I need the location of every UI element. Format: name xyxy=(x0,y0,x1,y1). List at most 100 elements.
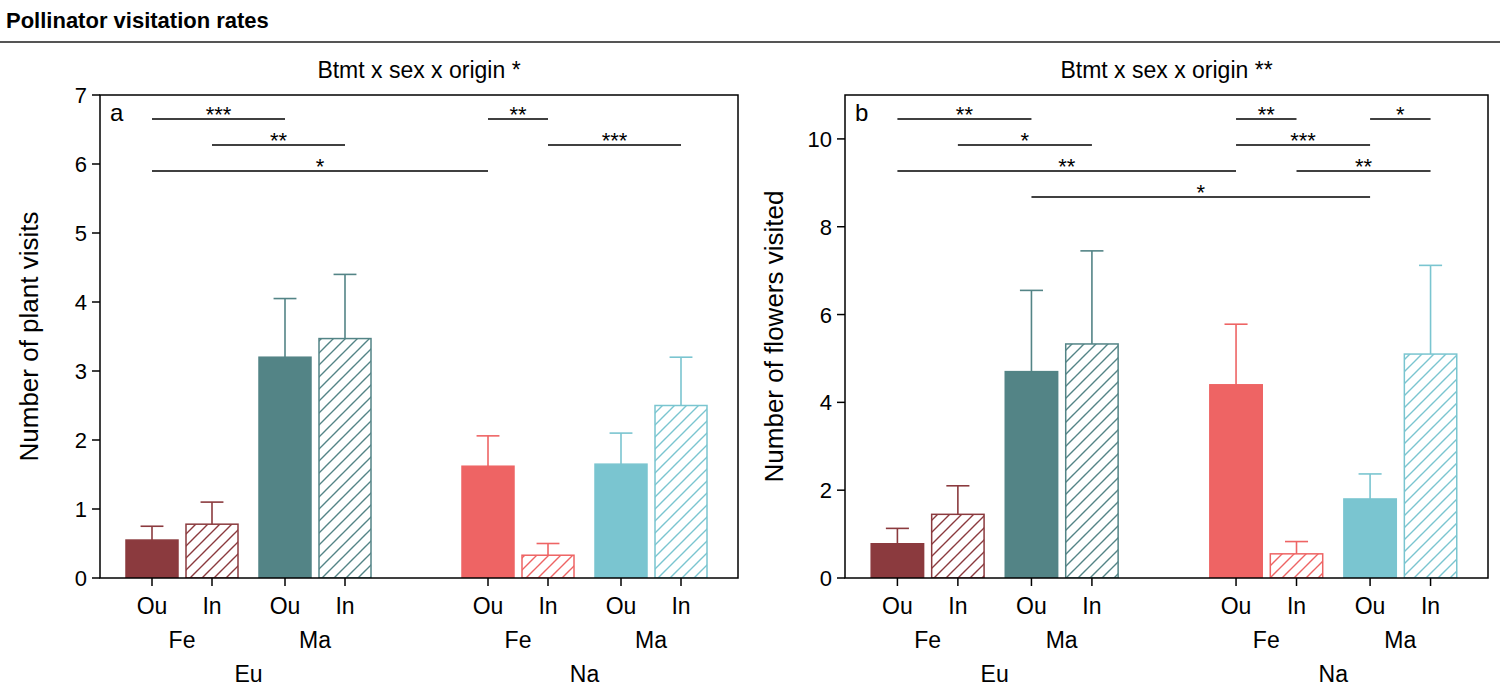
x-tick xyxy=(1235,578,1237,586)
x-tick xyxy=(211,578,213,586)
error-stem xyxy=(344,274,346,338)
error-cap xyxy=(610,432,633,434)
x-tick-label: In xyxy=(202,593,221,619)
error-stem xyxy=(680,357,682,405)
y-tick-label: 0 xyxy=(75,566,87,591)
significance-label: ** xyxy=(509,102,527,127)
significance-bracket: * xyxy=(1370,102,1430,127)
error-stem xyxy=(1369,474,1371,499)
x-tick-label: In xyxy=(1421,593,1440,619)
panel-title: Btmt x sex x origin * xyxy=(317,57,520,83)
error-bar xyxy=(274,299,297,358)
error-bar xyxy=(1419,265,1442,354)
panel-label: a xyxy=(110,99,124,126)
error-stem xyxy=(547,544,549,556)
error-cap xyxy=(1225,323,1248,325)
sex-label: Fe xyxy=(914,627,941,653)
y-tick xyxy=(837,402,845,404)
panel-title: Btmt x sex x origin ** xyxy=(1060,57,1272,83)
significance-bracket: ** xyxy=(1297,154,1431,179)
x-tick-label: In xyxy=(335,593,354,619)
y-axis-label: Number of flowers visited xyxy=(759,191,789,483)
error-bar xyxy=(610,433,633,464)
significance-bracket: ** xyxy=(1236,102,1296,127)
y-tick xyxy=(92,94,100,96)
plot-frame xyxy=(100,95,738,578)
error-bar xyxy=(477,436,500,466)
error-stem xyxy=(1235,324,1237,385)
x-tick-label: Ou xyxy=(473,593,504,619)
panel: Btmt x sex x origin **0246810Number of f… xyxy=(759,57,1488,687)
error-stem xyxy=(211,502,213,524)
x-tick xyxy=(680,578,682,586)
x-tick-label: Ou xyxy=(882,593,913,619)
significance-label: ** xyxy=(1258,102,1276,127)
bars xyxy=(871,251,1457,578)
bar xyxy=(1270,554,1322,578)
error-stem xyxy=(957,486,959,515)
error-stem xyxy=(1091,251,1093,344)
y-tick xyxy=(837,314,845,316)
error-cap xyxy=(1080,250,1103,252)
x-tick-label: In xyxy=(948,593,967,619)
x-tick-label: In xyxy=(1082,593,1101,619)
error-bar xyxy=(670,357,693,405)
y-tick-label: 0 xyxy=(820,566,832,591)
error-cap xyxy=(1359,473,1382,475)
error-cap xyxy=(334,274,357,276)
significance-label: *** xyxy=(602,128,628,153)
significance-label: ** xyxy=(270,128,288,153)
bar xyxy=(595,464,647,578)
error-stem xyxy=(1296,542,1298,554)
title-rule xyxy=(0,41,1500,43)
y-tick-label: 10 xyxy=(808,127,832,152)
significance-bracket: * xyxy=(152,154,488,179)
sex-label: Ma xyxy=(635,627,667,653)
y-tick-label: 2 xyxy=(75,428,87,453)
significance-bracket: * xyxy=(1031,180,1370,205)
x-tick-label: Ou xyxy=(137,593,168,619)
y-tick-label: 6 xyxy=(820,303,832,328)
error-stem xyxy=(487,436,489,466)
error-cap xyxy=(1285,541,1308,543)
significance-label: *** xyxy=(1290,128,1316,153)
significance-bracket: *** xyxy=(1236,128,1370,153)
error-stem xyxy=(151,526,153,540)
bar xyxy=(522,555,574,578)
error-cap xyxy=(670,356,693,358)
error-bar xyxy=(334,274,357,338)
bar xyxy=(1005,372,1057,578)
y-tick xyxy=(837,489,845,491)
significance-label: ** xyxy=(956,102,974,127)
bar xyxy=(462,466,514,578)
sex-label: Ma xyxy=(1046,627,1078,653)
bars xyxy=(126,274,707,578)
significance-bracket: *** xyxy=(548,128,681,153)
sex-label: Fe xyxy=(1253,627,1280,653)
significance-label: * xyxy=(1021,128,1030,153)
x-tick xyxy=(1091,578,1093,586)
x-tick xyxy=(897,578,899,586)
x-tick-label: Ou xyxy=(1221,593,1252,619)
error-bar xyxy=(201,502,224,524)
x-tick xyxy=(1031,578,1033,586)
error-cap xyxy=(1020,290,1043,292)
x-tick xyxy=(620,578,622,586)
y-tick xyxy=(92,301,100,303)
error-bar xyxy=(141,526,164,540)
error-bar xyxy=(1080,251,1103,344)
figure: Pollinator visitation ratesBtmt x sex x … xyxy=(0,0,1500,700)
significance-label: * xyxy=(316,154,325,179)
significance-label: ** xyxy=(1355,154,1373,179)
origin-label: Na xyxy=(570,661,600,687)
y-tick-label: 7 xyxy=(75,83,87,108)
x-tick xyxy=(1430,578,1432,586)
y-tick-label: 4 xyxy=(820,390,832,415)
y-tick xyxy=(92,163,100,165)
x-tick xyxy=(1369,578,1371,586)
x-tick xyxy=(547,578,549,586)
y-tick xyxy=(92,439,100,441)
x-tick xyxy=(284,578,286,586)
error-stem xyxy=(897,528,899,543)
bar xyxy=(655,406,707,579)
